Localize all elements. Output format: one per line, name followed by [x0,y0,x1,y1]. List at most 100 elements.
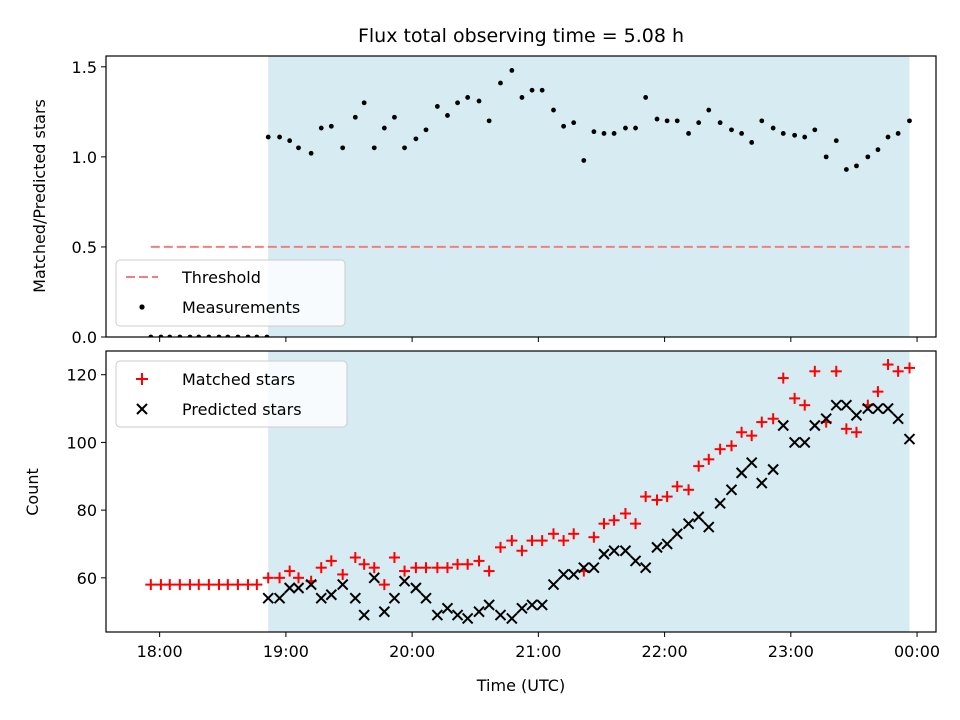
measurement-point [770,125,776,131]
matched-star-point [284,565,296,577]
measurement-point [759,118,765,124]
predicted-star-point [325,589,338,601]
top-legend-box [115,259,346,327]
matched-star-point [683,484,695,496]
matched-star-point [145,579,157,591]
legend-measurements-swatch [139,304,145,310]
matched-star-point [789,392,801,404]
predicted-star-point [420,592,432,604]
predicted-star-point [767,463,779,476]
measurement-point [812,127,818,133]
matched-star-point [809,365,821,377]
matched-star-point [651,494,663,506]
measurement-point [865,154,871,160]
predicted-star-point [809,419,821,432]
matched-star-point [337,568,349,580]
measurement-point [455,100,460,106]
predicted-star-point [557,568,570,581]
matched-star-point [358,558,370,570]
predicted-star-point [516,602,528,615]
predicted-star-point [756,477,768,489]
predicted-star-point [692,511,705,523]
bottom-legend: Matched stars Predicted stars [115,360,348,428]
predicted-star-point [494,609,507,621]
bottom-x-ticks: 18:00 19:00 20:00 21:00 22:00 23:00 00:00 [137,632,940,661]
predicted-star-point [451,609,464,621]
measurement-point [843,167,849,172]
legend-predicted-swatch [136,403,148,415]
predicted-star-point [262,592,274,604]
legend-measurements-label: Measurements [182,298,300,317]
matched-star-point [203,579,215,591]
top-y-tick-label: 1.0 [72,148,97,167]
matched-star-point [251,579,263,591]
x-tick-label: 20:00 [389,642,435,661]
top-x-ticks [159,337,918,342]
predicted-star-point [745,457,758,469]
matched-star-point [671,480,683,492]
top-y-tick-label: 0.5 [72,238,97,257]
measurement-point [907,118,912,124]
predicted-star-point [526,599,538,611]
matched-star-point [483,565,495,577]
predicted-star-point [903,433,916,445]
measurement-point [561,123,567,129]
measurement-point [895,131,901,136]
predicted-star-point [830,399,842,411]
matched-star-point [420,562,432,574]
measurement-point [402,145,407,151]
matched-stars-points [145,359,915,591]
measurement-point [571,120,577,126]
matched-star-point [840,423,852,435]
predicted-stars-points [262,399,916,625]
predicted-star-point [862,402,874,415]
measurement-point [802,134,808,140]
bottom-y-tick-label: 80 [77,501,97,520]
predicted-star-point [639,561,652,574]
measurement-point [498,80,503,86]
measurement-point [581,158,587,163]
matched-star-point [368,562,380,574]
measurement-point [509,68,515,73]
predicted-star-point [882,402,894,415]
measurement-point [265,134,271,140]
matched-star-point [850,426,862,438]
matched-star-point [222,579,234,591]
measurement-point [434,104,440,109]
predicted-star-point [619,545,632,557]
measurement-point [308,150,314,156]
matched-star-point [164,579,176,591]
measurement-point [885,134,891,140]
matched-star-point [293,572,305,584]
measurement-point [623,125,628,131]
measurement-point [739,131,744,136]
top-y-axis-label: Matched/Predicted stars [30,99,49,293]
matched-star-point [473,555,485,567]
measurement-point [717,120,723,126]
predicted-star-point [588,561,600,574]
matched-star-point [619,508,631,520]
measurement-point [792,132,798,138]
matched-star-point [462,558,474,570]
bottom-legend-box [115,360,348,428]
matched-star-point [232,579,244,591]
predicted-star-point [872,402,884,415]
matched-star-point [558,535,570,547]
measurement-point [875,147,881,153]
measurement-point [287,138,293,144]
predicted-star-point [578,561,590,574]
x-tick-label: 23:00 [768,642,814,661]
predicted-star-point [378,605,391,618]
predicted-star-point [305,578,317,591]
measurement-point [674,118,680,124]
measurement-point [601,131,607,136]
matched-star-point [882,359,894,371]
bottom-axes-frame [105,350,937,633]
measurement-point [611,131,617,136]
matched-star-point [598,518,610,530]
predicted-star-point [661,538,673,550]
x-axis-label: Time (UTC) [476,676,565,695]
x-tick-label: 00:00 [894,642,940,661]
measurement-point [591,129,597,135]
predicted-star-point [273,592,286,604]
